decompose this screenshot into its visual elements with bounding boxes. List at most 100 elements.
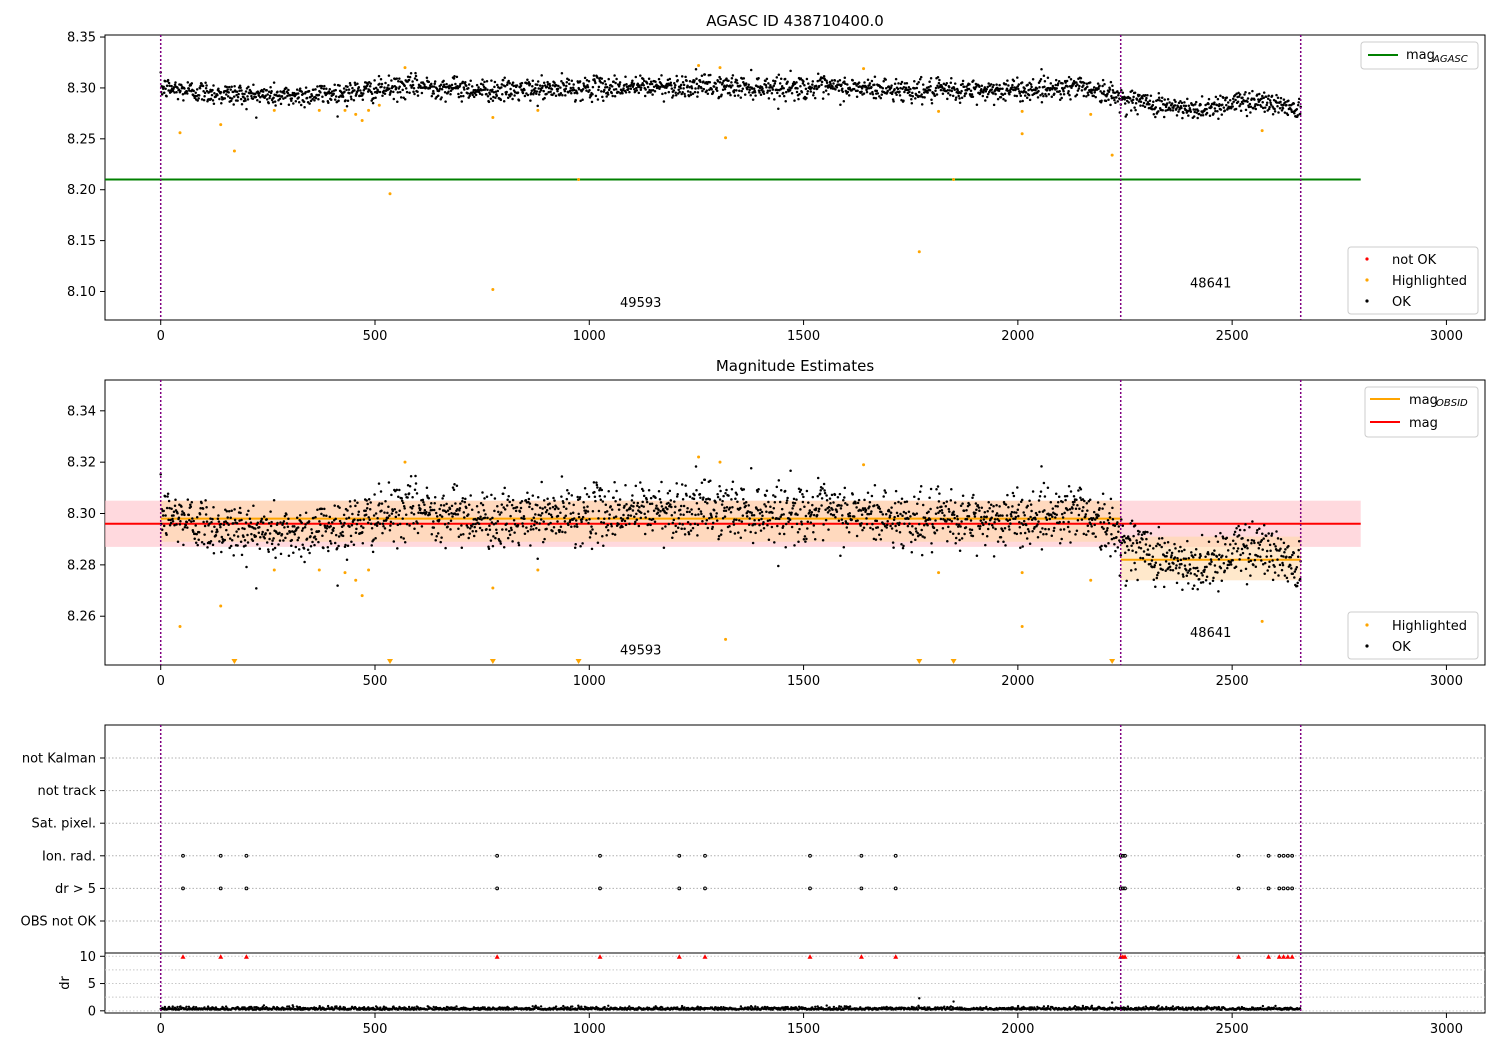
agasc-ok-point bbox=[219, 90, 223, 94]
agasc-ok-point bbox=[368, 89, 371, 92]
magnitude-ok-point bbox=[1037, 520, 1040, 523]
agasc-ok-point bbox=[894, 77, 898, 81]
magnitude-ok-point bbox=[1200, 533, 1204, 537]
magnitude-highlighted-point bbox=[536, 568, 540, 572]
agasc-ok-point bbox=[1101, 84, 1104, 88]
magnitude-ok-point bbox=[927, 510, 930, 514]
magnitude-ok-point bbox=[824, 518, 828, 522]
magnitude-ok-point bbox=[597, 517, 600, 520]
agasc-ok-point bbox=[936, 84, 939, 87]
magnitude-ok-point bbox=[587, 521, 590, 525]
agasc-ok-point bbox=[333, 98, 337, 101]
magnitude-ok-point bbox=[993, 518, 997, 521]
magnitude-ok-point bbox=[547, 512, 551, 516]
magnitude-ok-point bbox=[362, 526, 365, 529]
magnitude-ok-point bbox=[554, 532, 558, 535]
magnitude-ok-point bbox=[325, 527, 329, 530]
magnitude-ok-point bbox=[501, 528, 504, 531]
magnitude-ok-point bbox=[354, 531, 358, 535]
magnitude-ok-point bbox=[690, 508, 693, 511]
agasc-ok-point bbox=[286, 94, 289, 98]
magnitude-ok-point bbox=[808, 509, 812, 512]
magnitude-ok-point bbox=[665, 511, 668, 515]
agasc-ok-point bbox=[1245, 114, 1249, 118]
magnitude-ok-point bbox=[742, 497, 745, 501]
magnitude-ok-point bbox=[1182, 575, 1185, 578]
magnitude-ok-point bbox=[725, 488, 728, 492]
magnitude-ok-point bbox=[729, 530, 732, 533]
agasc-ok-point bbox=[624, 91, 628, 94]
agasc-ok-point bbox=[501, 78, 505, 82]
agasc-ok-point bbox=[572, 83, 575, 86]
magnitude-ok-point bbox=[355, 522, 359, 526]
magnitude-ok-point bbox=[608, 513, 611, 516]
magnitude-ok-point bbox=[635, 512, 638, 516]
legend-mag-obsid-label: mag bbox=[1409, 393, 1438, 408]
agasc-ok-point bbox=[539, 89, 543, 92]
magnitude-ok-point bbox=[838, 492, 842, 496]
magnitude-ok-point bbox=[946, 518, 950, 521]
agasc-ok-point bbox=[346, 85, 349, 88]
magnitude-ok-point bbox=[1022, 519, 1026, 523]
agasc-ok-point bbox=[503, 85, 507, 88]
magnitude-ok-point bbox=[413, 488, 417, 491]
magnitude-ok-point bbox=[757, 518, 761, 522]
agasc-ok-point bbox=[1152, 112, 1156, 116]
agasc-ok-point bbox=[543, 96, 546, 100]
agasc-ok-point bbox=[846, 83, 849, 86]
magnitude-ok-point bbox=[1250, 542, 1253, 545]
magnitude-ok-point bbox=[454, 513, 458, 516]
magnitude-ok-point bbox=[1007, 525, 1011, 528]
magnitude-ok-point bbox=[461, 497, 465, 500]
agasc-ok-point bbox=[1139, 104, 1142, 107]
magnitude-ok-point bbox=[810, 513, 813, 516]
agasc-ok-point bbox=[1290, 108, 1293, 111]
magnitude-highlighted-point bbox=[937, 571, 941, 575]
magnitude-ok-point bbox=[589, 531, 593, 535]
agasc-ok-point bbox=[642, 83, 645, 87]
magnitude-ok-point bbox=[372, 538, 375, 542]
magnitude-ok-point bbox=[928, 496, 931, 500]
magnitude-ok-point bbox=[378, 502, 381, 505]
magnitude-ok-point bbox=[517, 543, 521, 547]
magnitude-ok-point bbox=[384, 499, 387, 503]
magnitude-ok-point bbox=[715, 519, 719, 522]
agasc-ok-point bbox=[898, 94, 902, 97]
magnitude-ok-point bbox=[918, 490, 922, 493]
agasc-ok-point bbox=[252, 83, 255, 87]
magnitude-ok-point bbox=[1062, 528, 1066, 531]
magnitude-ok-point bbox=[685, 510, 689, 514]
agasc-ok-point bbox=[353, 81, 357, 85]
magnitude-ok-point bbox=[601, 534, 604, 538]
agasc-ok-point bbox=[909, 94, 913, 97]
magnitude-ok-point bbox=[396, 547, 399, 550]
magnitude-ok-point bbox=[855, 534, 859, 538]
magnitude-ok-point bbox=[587, 495, 591, 499]
magnitude-ok-point bbox=[706, 501, 709, 505]
magnitude-ok-point bbox=[901, 546, 905, 550]
magnitude-ok-point bbox=[1263, 561, 1267, 565]
magnitude-ok-point bbox=[970, 528, 974, 532]
agasc-ok-point bbox=[240, 103, 244, 106]
magnitude-ok-point bbox=[1144, 530, 1147, 534]
magnitude-ok-point bbox=[320, 512, 323, 516]
magnitude-ok-point bbox=[238, 506, 242, 510]
magnitude-title: Magnitude Estimates bbox=[716, 357, 874, 375]
agasc-ok-point bbox=[200, 82, 203, 86]
magnitude-ok-point bbox=[857, 498, 861, 502]
magnitude-ok-point bbox=[284, 536, 287, 540]
agasc-ok-point bbox=[1248, 102, 1252, 106]
magnitude-ok-point bbox=[1028, 499, 1031, 503]
agasc-ok-point bbox=[839, 103, 842, 106]
agasc-ok-point bbox=[635, 86, 638, 90]
magnitude-ok-point bbox=[1296, 555, 1300, 558]
agasc-ok-point bbox=[182, 99, 185, 102]
magnitude-ok-point bbox=[782, 532, 786, 536]
magnitude-ok-point bbox=[459, 502, 462, 505]
magnitude-ok-point bbox=[1252, 539, 1256, 543]
magnitude-ok-point bbox=[373, 493, 376, 496]
magnitude-ok-point bbox=[737, 531, 740, 534]
magnitude-ok-point bbox=[442, 504, 446, 507]
magnitude-ok-point bbox=[411, 504, 415, 508]
agasc-ok-point bbox=[661, 92, 664, 96]
